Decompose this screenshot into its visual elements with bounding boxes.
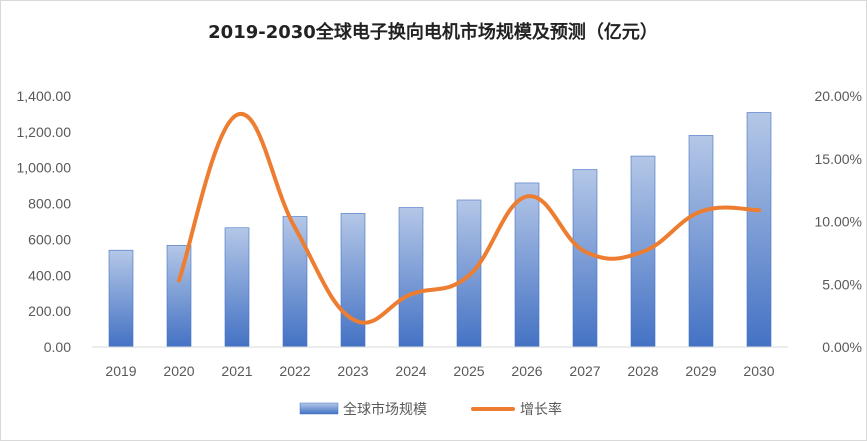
- bar: [514, 182, 540, 348]
- x-tick-label: 2025: [453, 363, 484, 379]
- right-tick-label: 5.00%: [822, 276, 862, 292]
- growth-line-series: [177, 112, 761, 325]
- x-axis: 2019 2020 2021 2022 2023 2024 2025 2026 2027 2028…: [105, 363, 774, 379]
- x-tick-label: 2022: [279, 363, 310, 379]
- bar: [340, 213, 366, 348]
- x-tick-label: 2028: [627, 363, 658, 379]
- x-tick-label: 2027: [569, 363, 600, 379]
- legend-bar-label: 全球市场规模: [343, 401, 427, 418]
- bar: [282, 216, 308, 348]
- x-tick-label: 2019: [105, 363, 136, 379]
- right-tick-label: 20.00%: [815, 88, 862, 104]
- left-tick-label: 600.00: [28, 231, 71, 247]
- bar: [688, 135, 714, 348]
- x-tick-label: 2021: [221, 363, 252, 379]
- growth-line: [177, 112, 761, 325]
- x-tick-label: 2029: [685, 363, 716, 379]
- x-tick-label: 2024: [395, 363, 426, 379]
- bar: [398, 207, 424, 348]
- bar: [166, 245, 192, 348]
- left-tick-label: 800.00: [28, 196, 71, 212]
- left-tick-label: 1,000.00: [17, 160, 72, 176]
- legend-bar-swatch: [299, 402, 339, 415]
- chart-title: 2019-2030全球电子换向电机市场规模及预测（亿元）: [208, 21, 658, 43]
- bar: [456, 199, 482, 348]
- legend-line-label: 增长率: [520, 401, 562, 418]
- x-tick-label: 2030: [743, 363, 774, 379]
- left-tick-label: 1,400.00: [17, 88, 72, 104]
- left-tick-label: 1,200.00: [17, 124, 72, 140]
- left-tick-label: 400.00: [28, 267, 71, 283]
- x-tick-label: 2023: [337, 363, 368, 379]
- x-tick-label: 2026: [511, 363, 542, 379]
- bar: [108, 249, 134, 348]
- bar: [572, 169, 598, 348]
- legend: 全球市场规模 增长率: [299, 401, 562, 418]
- bar: [224, 227, 250, 348]
- right-tick-label: 0.00%: [822, 339, 862, 355]
- bar: [746, 112, 772, 348]
- x-tick-label: 2020: [163, 363, 194, 379]
- right-tick-label: 15.00%: [815, 151, 862, 167]
- left-axis: 0.00 200.00 400.00 600.00 800.00 1,000.00 1,20…: [17, 88, 72, 355]
- left-tick-label: 200.00: [28, 303, 71, 319]
- left-tick-label: 0.00: [44, 339, 71, 355]
- right-axis: 0.00% 5.00% 10.00% 15.00% 20.00%: [815, 88, 862, 355]
- right-tick-label: 10.00%: [815, 214, 862, 230]
